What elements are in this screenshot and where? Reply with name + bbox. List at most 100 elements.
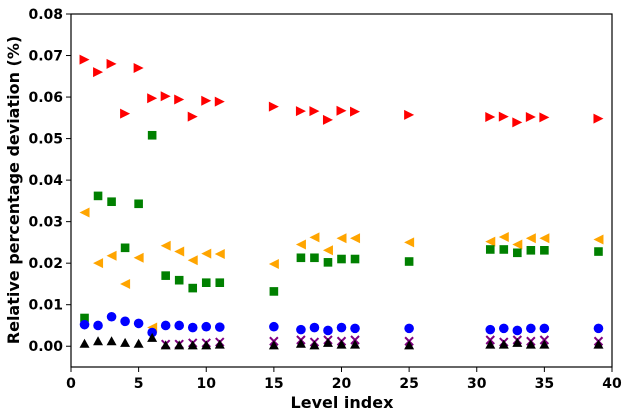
data-point-triangle-up xyxy=(539,339,550,349)
data-point-triangle-left xyxy=(214,249,225,260)
data-point-triangle-left xyxy=(174,246,185,257)
data-point-square xyxy=(499,245,509,254)
data-point-triangle-right xyxy=(336,105,347,116)
x-axis-ticks: 0 5 10 15 20 25 30 35 40 xyxy=(66,367,622,392)
x-tick-label: 30 xyxy=(467,376,487,392)
data-point-triangle-right xyxy=(512,117,523,128)
data-point-triangle-left xyxy=(525,233,536,244)
data-point-triangle-left xyxy=(539,233,550,244)
data-point-circle xyxy=(147,327,157,338)
data-point-triangle-up xyxy=(106,336,117,346)
y-tick-label: 0.01 xyxy=(28,298,63,314)
data-point-triangle-right xyxy=(498,111,509,122)
data-point-square xyxy=(201,278,211,287)
data-point-triangle-left xyxy=(120,278,131,289)
data-point-circle xyxy=(174,320,184,331)
data-point-circle xyxy=(499,323,509,334)
data-point-circle xyxy=(350,323,360,334)
data-point-triangle-right xyxy=(133,62,144,73)
data-point-triangle-right xyxy=(174,94,185,105)
data-point-triangle-right xyxy=(485,111,496,122)
data-point-square xyxy=(404,257,414,266)
data-point-circle xyxy=(106,311,117,322)
data-point-triangle-right xyxy=(79,54,90,65)
data-point-triangle-right xyxy=(120,108,131,119)
data-point-square xyxy=(350,254,360,264)
data-point-triangle-left xyxy=(268,259,279,270)
data-point-triangle-up xyxy=(485,339,496,349)
data-point-square xyxy=(107,197,116,207)
data-point-triangle-left xyxy=(498,232,509,243)
data-point-square xyxy=(323,258,333,267)
data-point-square xyxy=(310,253,319,263)
y-tick-label: 0.07 xyxy=(28,49,63,65)
data-point-triangle-left xyxy=(93,258,104,269)
data-point-square xyxy=(161,271,170,280)
y-axis-ticks: 0.00 0.01 0.02 0.03 0.04 0.05 0.06 0.07 0.08 xyxy=(28,7,71,355)
data-point-triangle-right xyxy=(525,111,536,122)
data-point-triangle-left xyxy=(309,232,320,243)
data-point-triangle-up xyxy=(268,340,279,350)
data-point-triangle-left xyxy=(187,255,198,266)
data-point-triangle-up xyxy=(295,338,306,348)
x-tick-label: 10 xyxy=(197,376,217,392)
data-point-triangle-up xyxy=(187,340,198,350)
data-point-triangle-up xyxy=(512,337,523,347)
data-point-circle xyxy=(93,320,103,331)
data-point-triangle-left xyxy=(106,250,117,261)
data-point-triangle-right xyxy=(147,93,158,104)
data-point-triangle-right xyxy=(268,101,279,112)
data-point-triangle-right xyxy=(106,58,117,69)
data-point-circle xyxy=(539,323,550,334)
data-point-circle xyxy=(133,318,144,329)
data-point-triangle-left xyxy=(593,234,604,245)
data-point-triangle-up xyxy=(525,339,536,349)
data-point-circle xyxy=(323,325,333,336)
data-point-square xyxy=(269,287,279,296)
data-point-circle xyxy=(79,319,90,330)
data-point-triangle-right xyxy=(350,106,361,117)
x-tick-label: 15 xyxy=(264,376,283,392)
data-point-square xyxy=(337,254,346,264)
x-axis-label: Level index xyxy=(291,393,395,412)
data-point-triangle-up xyxy=(133,338,144,348)
data-point-triangle-left xyxy=(322,245,333,256)
data-point-triangle-right xyxy=(539,112,550,123)
data-point-triangle-up xyxy=(336,339,347,349)
x-tick-label: 20 xyxy=(332,376,352,392)
data-point-circle xyxy=(187,322,198,333)
data-point-triangle-right xyxy=(187,111,198,122)
data-point-triangle-left xyxy=(485,236,496,247)
data-point-circle xyxy=(404,323,414,334)
data-point-circle xyxy=(214,322,225,332)
data-point-circle xyxy=(336,322,347,333)
y-tick-label: 0.00 xyxy=(28,339,63,355)
data-point-triangle-up xyxy=(201,340,212,350)
data-point-triangle-up xyxy=(79,338,90,348)
plot-frame xyxy=(70,13,613,368)
data-point-square xyxy=(594,247,603,256)
data-point-triangle-left xyxy=(160,240,171,251)
y-tick-label: 0.08 xyxy=(28,7,63,23)
data-point-triangle-up xyxy=(322,337,333,347)
data-point-circle xyxy=(526,323,536,334)
data-point-square xyxy=(485,245,495,254)
data-point-triangle-left xyxy=(350,233,361,244)
data-point-triangle-up xyxy=(350,339,361,349)
data-point-triangle-up xyxy=(309,340,320,350)
x-tick-label: 0 xyxy=(66,376,76,392)
data-point-triangle-right xyxy=(160,91,171,102)
data-point-square xyxy=(134,199,143,209)
y-tick-label: 0.02 xyxy=(28,256,63,272)
data-point-square xyxy=(120,243,130,253)
data-point-triangle-right xyxy=(404,109,415,120)
data-point-triangle-right xyxy=(201,95,212,106)
x-tick-label: 25 xyxy=(399,376,418,392)
data-point-triangle-up xyxy=(404,340,415,350)
data-point-triangle-up xyxy=(593,339,604,349)
series-1-triangle-left xyxy=(79,207,604,333)
data-point-triangle-up xyxy=(498,339,509,349)
data-point-square xyxy=(526,246,536,255)
data-point-circle xyxy=(485,324,496,335)
series-2-square xyxy=(80,130,603,323)
